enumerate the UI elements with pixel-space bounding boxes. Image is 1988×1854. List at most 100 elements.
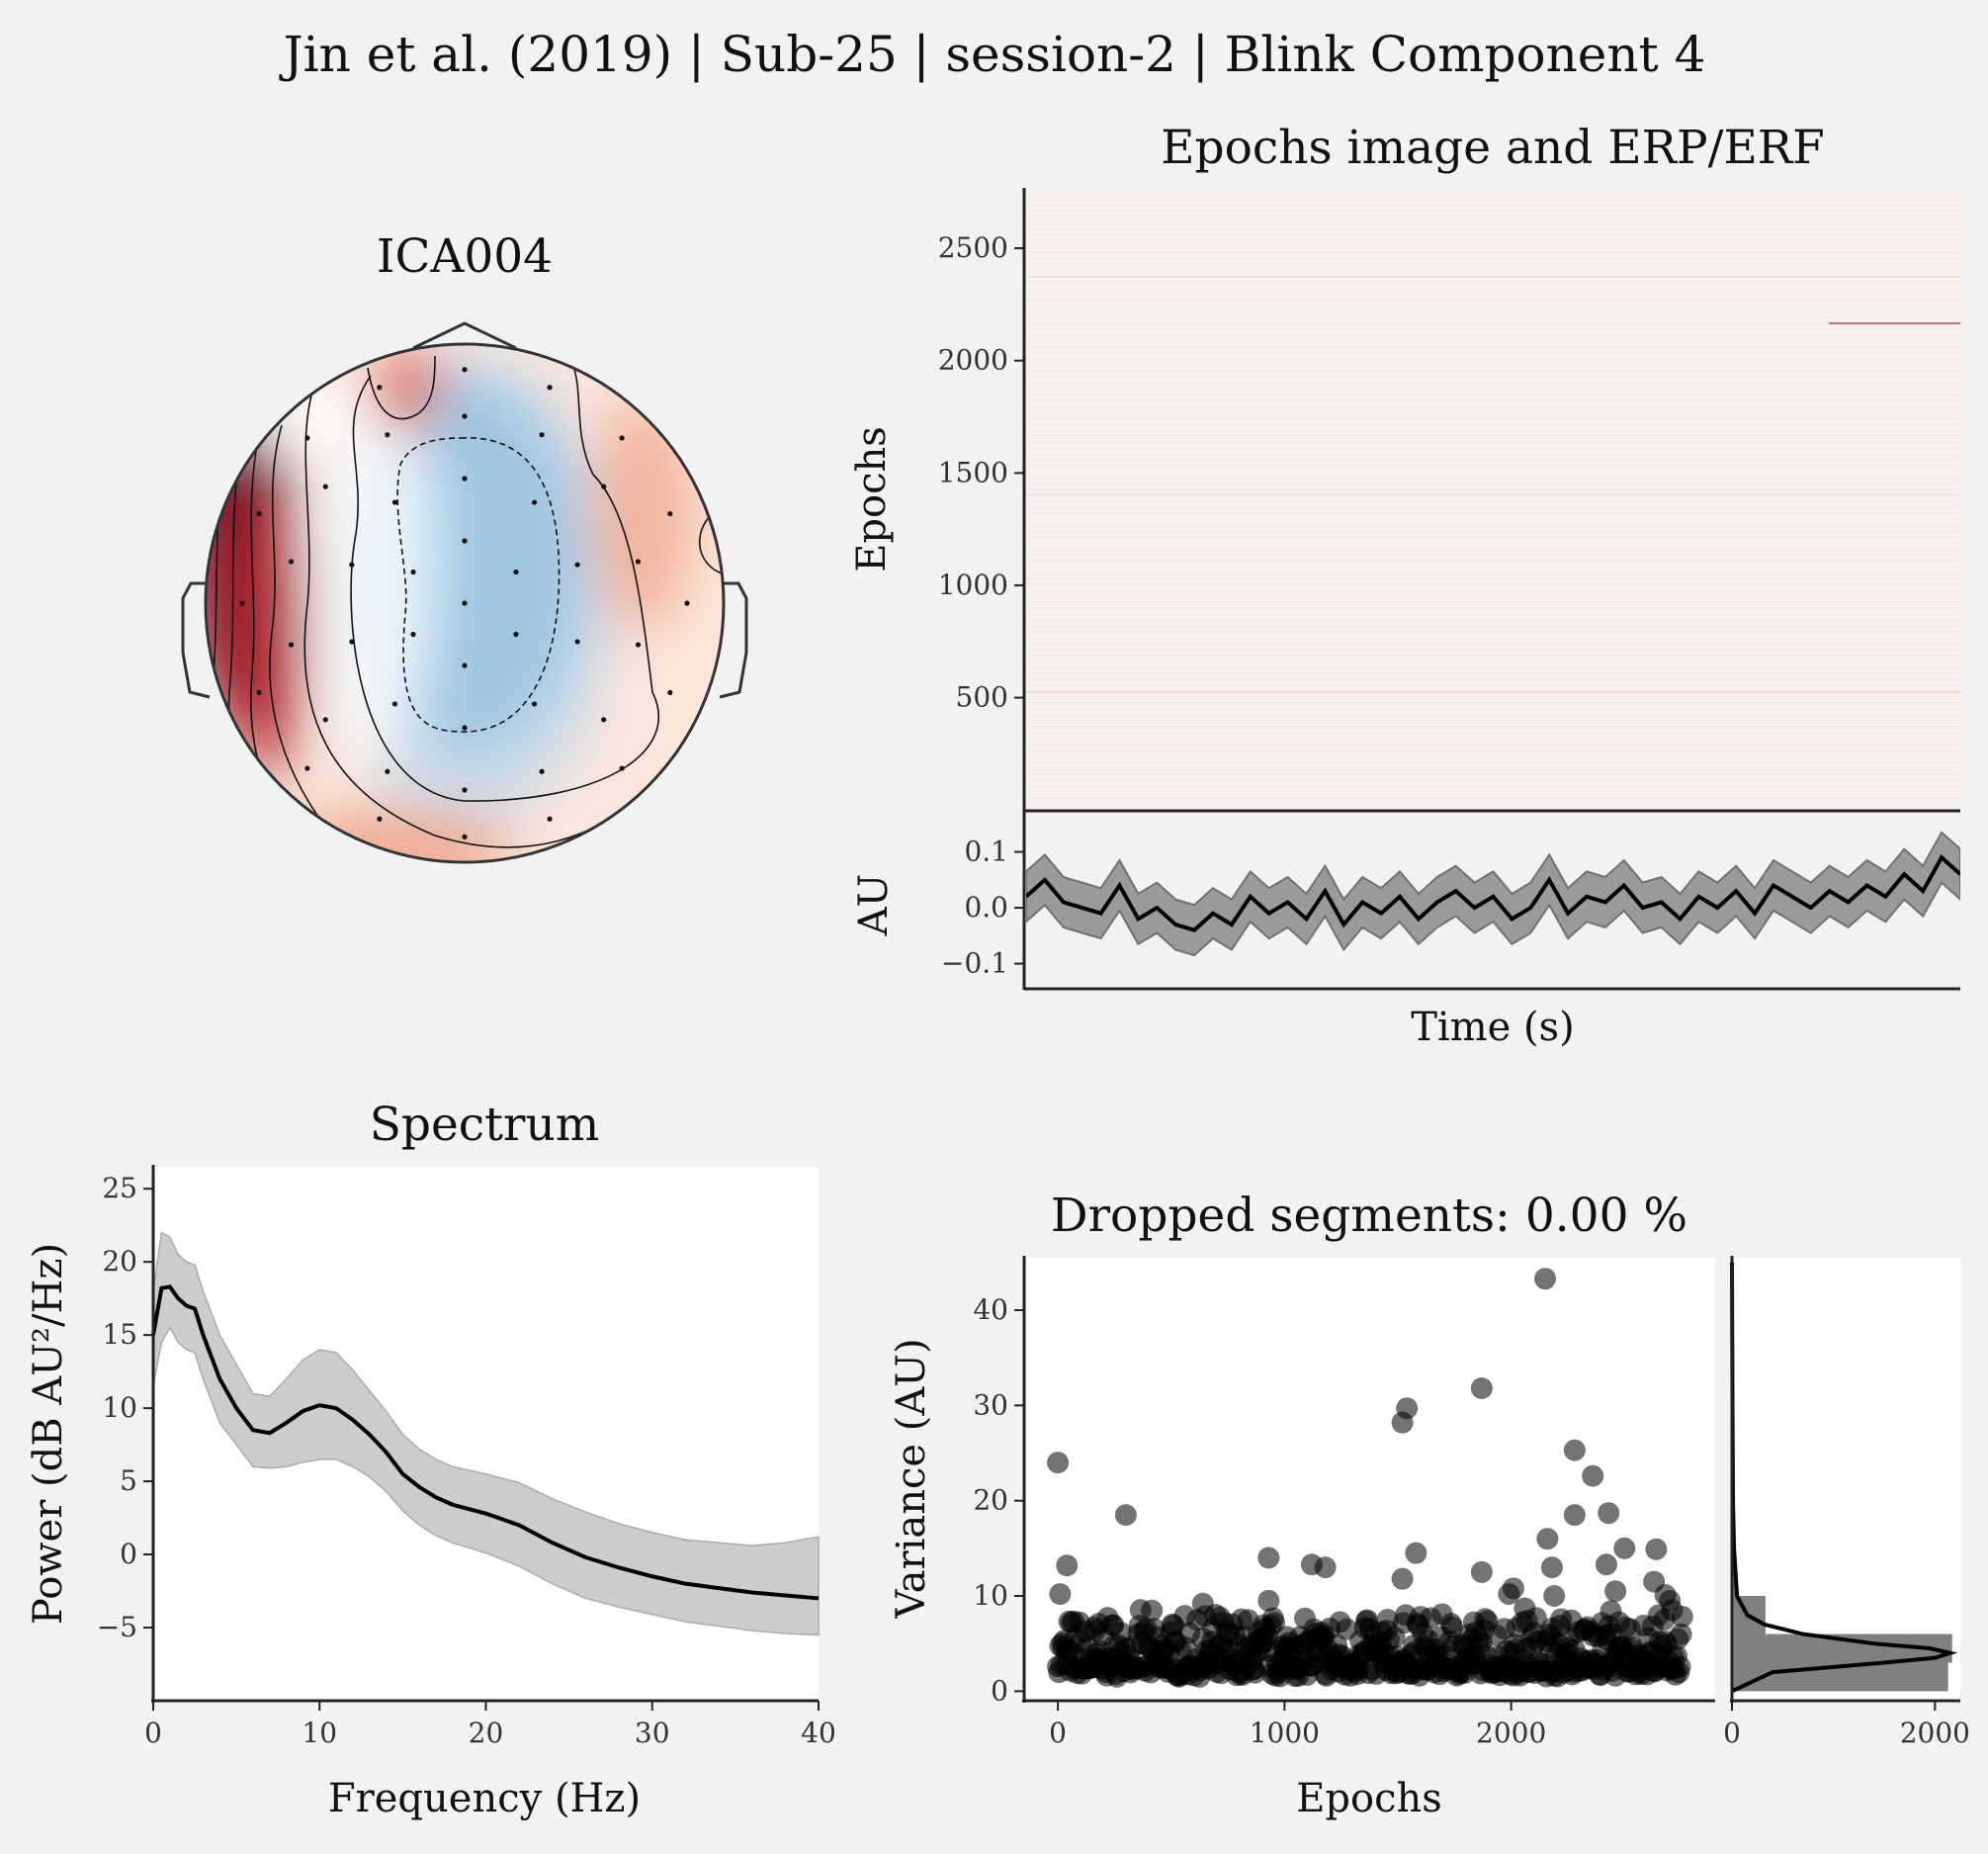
spectrum-xticks: 0 10 20 30 40 xyxy=(144,1701,836,1749)
x-tick-label: 0 xyxy=(1723,1717,1741,1749)
variance-point xyxy=(1141,1599,1164,1622)
erp-yticks: −0.1 0.0 0.1 xyxy=(941,836,1024,980)
variance-point xyxy=(1543,1585,1566,1608)
variance-yticks: 0 10 20 30 40 xyxy=(973,1293,1024,1707)
y-tick-label: 0.0 xyxy=(964,891,1008,924)
y-tick-label: 25 xyxy=(102,1172,137,1204)
sensor-dot xyxy=(410,631,416,638)
sensor-dot xyxy=(462,834,468,839)
variance-point xyxy=(1470,1376,1493,1399)
sensor-dot xyxy=(239,600,245,606)
sensor-dot xyxy=(256,689,262,696)
y-tick-label: 2500 xyxy=(938,231,1008,264)
variance-point xyxy=(1314,1556,1337,1579)
epochs-image-title: Epochs image and ERP/ERF xyxy=(1161,121,1825,175)
sensor-dot xyxy=(462,787,468,793)
variance-scatter-points xyxy=(1047,1268,1693,1688)
sensor-dot xyxy=(667,689,673,696)
sensor-dot xyxy=(304,765,310,771)
topomap-title: ICA004 xyxy=(377,229,553,284)
sensor-dot xyxy=(539,432,545,438)
variance-point xyxy=(1405,1542,1427,1564)
variance-point xyxy=(1114,1504,1137,1527)
y-tick-label: 30 xyxy=(973,1388,1008,1421)
sensor-dot xyxy=(391,701,398,707)
variance-point xyxy=(1047,1452,1070,1474)
sensor-dot xyxy=(513,631,519,638)
y-tick-label: 0.1 xyxy=(964,836,1008,868)
y-tick-label: 5 xyxy=(120,1464,137,1497)
epochs-image-yticks: 500 1000 1500 2000 2500 xyxy=(938,231,1024,714)
sensor-dot xyxy=(531,499,538,505)
variance-point xyxy=(1661,1599,1684,1622)
sensor-dot xyxy=(547,816,553,822)
sensor-dot xyxy=(539,768,545,774)
sensor-dot xyxy=(531,701,538,707)
spectrum-confidence-band xyxy=(152,1231,820,1636)
variance-panel: Dropped segments: 0.00 % 0 1000 2000 0 10 20… xyxy=(889,1189,1715,1821)
x-tick-label: 40 xyxy=(801,1717,836,1749)
x-tick-label: 2000 xyxy=(1900,1717,1970,1749)
sensor-dot xyxy=(462,476,468,482)
sensor-dot xyxy=(635,642,642,648)
y-tick-label: 15 xyxy=(102,1318,137,1351)
spectrum-xlabel: Frequency (Hz) xyxy=(328,1776,641,1821)
sensor-dot xyxy=(462,662,468,668)
sensor-dot xyxy=(601,484,607,489)
sensor-dot xyxy=(574,639,580,645)
sensor-dot xyxy=(349,562,355,568)
spectrum-mean-line xyxy=(151,1284,820,1601)
sensor-dot xyxy=(462,538,468,544)
y-tick-label: 10 xyxy=(973,1579,1008,1612)
variance-point xyxy=(1536,1528,1559,1550)
variance-point xyxy=(1263,1612,1286,1634)
variance-xlabel: Epochs xyxy=(1296,1776,1442,1821)
sensor-dot xyxy=(462,725,468,731)
variance-point xyxy=(1563,1439,1586,1461)
variance-point xyxy=(1534,1268,1557,1290)
sensor-dot xyxy=(462,600,468,606)
y-tick-label: 10 xyxy=(102,1391,137,1424)
sensor-dot xyxy=(410,569,416,575)
y-tick-label: 0 xyxy=(120,1538,137,1570)
y-tick-label: 1500 xyxy=(938,456,1008,488)
x-tick-label: 10 xyxy=(302,1717,337,1749)
variance-point xyxy=(1441,1616,1464,1638)
variance-point xyxy=(1598,1502,1620,1525)
variance-point xyxy=(1396,1397,1419,1420)
variance-title: Dropped segments: 0.00 % xyxy=(1051,1189,1687,1243)
spectrum-ylabel: Power (dB AU²/Hz) xyxy=(26,1243,71,1625)
topomap-sensors xyxy=(239,367,690,839)
sensor-dot xyxy=(513,569,519,575)
y-tick-label: 1000 xyxy=(938,569,1008,601)
variance-point xyxy=(1669,1655,1691,1678)
sensor-dot xyxy=(684,600,690,606)
sensor-dot xyxy=(288,642,295,648)
y-tick-label: 40 xyxy=(973,1293,1008,1326)
x-tick-label: 0 xyxy=(1049,1717,1067,1749)
sensor-dot xyxy=(349,639,355,645)
x-tick-label: 0 xyxy=(144,1717,162,1749)
y-tick-label: −0.1 xyxy=(941,947,1008,980)
variance-xticks: 0 1000 2000 xyxy=(1049,1701,1546,1749)
x-tick-label: 30 xyxy=(635,1717,670,1749)
topomap-panel: ICA004 xyxy=(181,229,748,864)
sensor-dot xyxy=(601,717,607,723)
epochs-image-ylabel: Epochs xyxy=(849,426,895,573)
sensor-dot xyxy=(322,484,328,489)
sensor-dot xyxy=(256,510,262,517)
variance-point xyxy=(1540,1556,1563,1579)
variance-point xyxy=(1513,1597,1536,1620)
spectrum-panel: Spectrum 0 10 20 30 40 −5 0 5 10 15 20 25 Frequenc… xyxy=(26,1098,836,1821)
y-tick-label: 2000 xyxy=(938,344,1008,377)
sensor-dot xyxy=(377,385,383,391)
variance-point xyxy=(1613,1537,1636,1559)
sensor-dot xyxy=(462,367,468,373)
y-tick-label: 500 xyxy=(956,681,1008,714)
sensor-dot xyxy=(304,435,310,441)
variance-point xyxy=(1604,1580,1627,1603)
spectrum-title: Spectrum xyxy=(370,1098,600,1152)
x-tick-label: 20 xyxy=(469,1717,504,1749)
erp-xlabel: Time (s) xyxy=(1411,1005,1575,1050)
variance-histogram-panel: 0 2000 xyxy=(1723,1256,1970,1749)
